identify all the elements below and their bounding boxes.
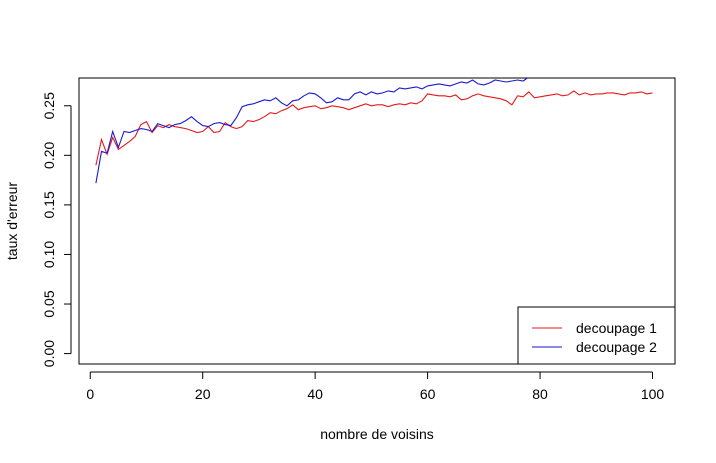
x-axis-label: nombre de voisins (320, 426, 434, 442)
y-axis: 0.00 0.05 0.10 0.15 0.20 0.25 (41, 92, 72, 367)
series-line-1 (95, 90, 653, 166)
y-axis-label: taux d'erreur (4, 182, 20, 260)
y-tick-label: 0.20 (41, 141, 57, 168)
series-line-2 (95, 78, 529, 184)
x-tick-label: 20 (195, 386, 211, 402)
x-tick-label: 80 (532, 386, 548, 402)
y-tick-label: 0.10 (41, 241, 57, 268)
legend-box (517, 306, 676, 365)
x-tick-label: 60 (420, 386, 436, 402)
x-tick-label: 0 (86, 386, 94, 402)
legend-label-2: decoupage 2 (576, 339, 657, 355)
series-group (95, 78, 653, 184)
y-tick-label: 0.05 (41, 290, 57, 317)
x-tick-label: 40 (307, 386, 323, 402)
legend: decoupage 1 decoupage 2 (517, 306, 676, 365)
legend-label-1: decoupage 1 (576, 320, 657, 336)
plot-frame (78, 77, 676, 365)
y-tick-label: 0.25 (41, 92, 57, 119)
y-tick-label: 0.15 (41, 191, 57, 218)
y-tick-label: 0.00 (41, 340, 57, 367)
x-axis: 0 20 40 60 80 100 (86, 371, 665, 402)
x-tick-label: 100 (641, 386, 665, 402)
plot-area (78, 77, 676, 365)
